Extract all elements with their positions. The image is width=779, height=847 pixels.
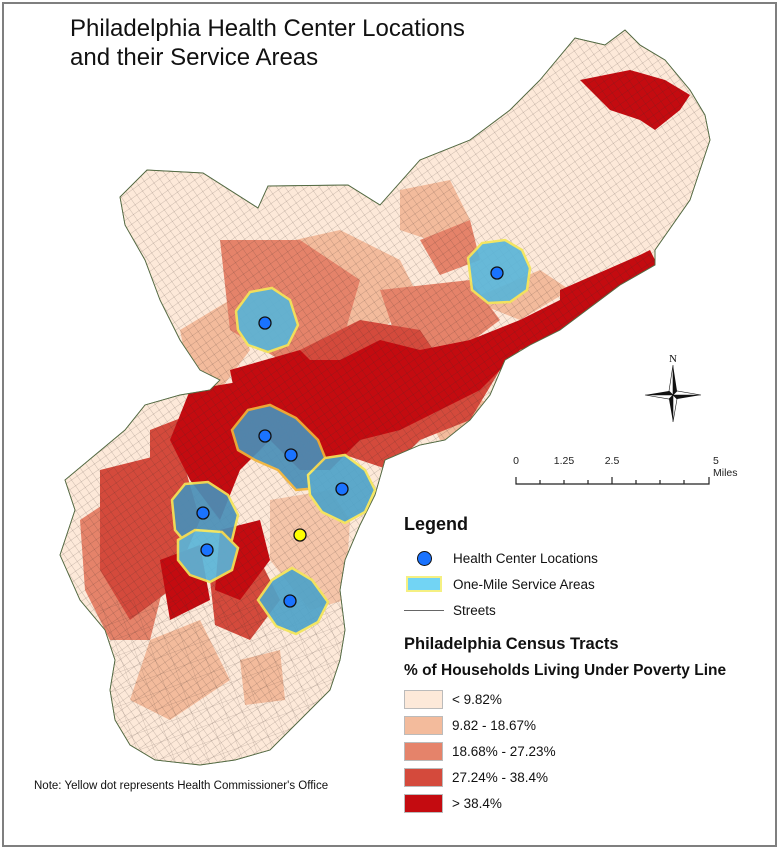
map-title-line2: and their Service Areas bbox=[70, 44, 319, 71]
class-label: > 38.4% bbox=[452, 795, 502, 811]
scale-bar: 0 1.25 2.5 5 Miles bbox=[512, 455, 752, 495]
legend-item-health-centers: Health Center Locations bbox=[404, 545, 774, 571]
commissioner-office-marker[interactable] bbox=[293, 528, 307, 542]
health-center-markers bbox=[196, 266, 504, 608]
map-title-line1: Philadelphia Health Center Locations bbox=[70, 15, 465, 42]
variable-heading: % of Households Living Under Poverty Lin… bbox=[404, 662, 727, 679]
class-label: < 9.82% bbox=[452, 691, 502, 707]
legend-class-4: 27.24% - 38.4% bbox=[404, 764, 774, 790]
class-swatch-icon bbox=[404, 715, 443, 735]
scale-label-1-25: 1.25 bbox=[553, 455, 575, 467]
health-center-dot-icon bbox=[416, 550, 432, 566]
legend-label: Streets bbox=[453, 602, 496, 618]
legend-item-service-areas: One-Mile Service Areas bbox=[404, 571, 774, 597]
legend-class-2: 9.82 - 18.67% bbox=[404, 712, 774, 738]
health-center-marker[interactable] bbox=[200, 543, 214, 557]
class-label: 18.68% - 27.23% bbox=[452, 743, 556, 759]
class-swatch-icon bbox=[404, 741, 443, 761]
north-label: N bbox=[669, 353, 677, 365]
class-label: 9.82 - 18.67% bbox=[452, 717, 537, 733]
service-areas bbox=[170, 238, 532, 636]
legend: Legend Health Center Locations One-Mile … bbox=[404, 514, 774, 816]
service-area-swatch-icon bbox=[406, 576, 442, 592]
health-center-marker[interactable] bbox=[258, 316, 272, 330]
scale-label-2-5: 2.5 bbox=[604, 455, 620, 467]
scale-label-5-miles: 5 Miles bbox=[713, 455, 738, 479]
scale-bar-ticks bbox=[515, 477, 710, 485]
legend-item-streets: Streets bbox=[404, 597, 774, 623]
legend-class-5: > 38.4% bbox=[404, 790, 774, 816]
scale-label-0: 0 bbox=[513, 455, 519, 467]
health-center-marker[interactable] bbox=[335, 482, 349, 496]
compass-icon: N bbox=[644, 353, 702, 423]
health-center-marker[interactable] bbox=[196, 506, 210, 520]
tracts-heading: Philadelphia Census Tracts bbox=[404, 635, 619, 653]
map-title: Philadelphia Health Center Locations and… bbox=[70, 14, 465, 72]
legend-class-3: 18.68% - 27.23% bbox=[404, 738, 774, 764]
class-label: 27.24% - 38.4% bbox=[452, 769, 549, 785]
class-swatch-icon bbox=[404, 689, 443, 709]
street-line-icon bbox=[404, 609, 444, 611]
legend-class-1: < 9.82% bbox=[404, 686, 774, 712]
legend-heading: Legend bbox=[404, 514, 469, 534]
class-swatch-icon bbox=[404, 767, 443, 787]
class-swatch-icon bbox=[404, 793, 443, 813]
health-center-marker[interactable] bbox=[284, 448, 298, 462]
health-center-marker[interactable] bbox=[258, 429, 272, 443]
health-center-marker[interactable] bbox=[490, 266, 504, 280]
health-center-marker[interactable] bbox=[283, 594, 297, 608]
map-note: Note: Yellow dot represents Health Commi… bbox=[34, 780, 329, 792]
north-arrow: N bbox=[640, 350, 706, 423]
legend-label: Health Center Locations bbox=[453, 550, 598, 566]
legend-label: One-Mile Service Areas bbox=[453, 576, 595, 592]
